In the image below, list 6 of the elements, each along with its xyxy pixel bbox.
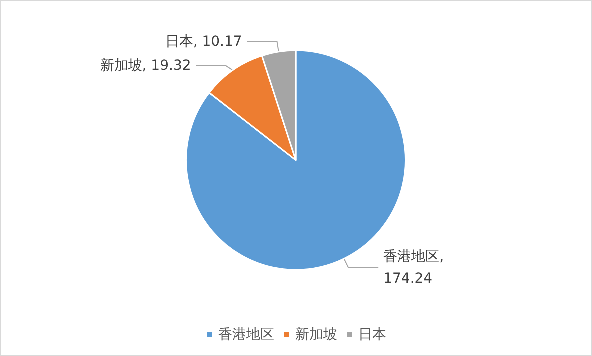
data-label: 新加坡, 19.32	[100, 58, 192, 74]
legend-label: 香港地区	[218, 327, 274, 343]
legend-label: 新加坡	[296, 327, 338, 343]
legend-label: 日本	[358, 327, 386, 343]
data-label: 香港地区, 174.24	[384, 248, 448, 287]
data-label: 日本, 10.17	[165, 34, 242, 50]
